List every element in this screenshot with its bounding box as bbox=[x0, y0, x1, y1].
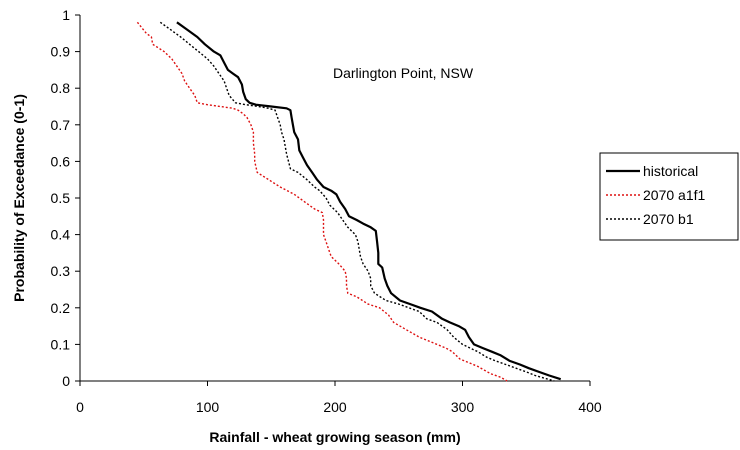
y-tick-label: 0.4 bbox=[51, 227, 71, 243]
y-tick-label: 0.1 bbox=[51, 336, 71, 352]
y-tick-label: 0.2 bbox=[51, 300, 71, 316]
series-line-3 bbox=[159, 21, 555, 382]
y-tick-label: 0.5 bbox=[51, 190, 71, 206]
series-line-2 bbox=[136, 21, 508, 382]
y-tick-label: 0.3 bbox=[51, 263, 71, 279]
x-tick-label: 0 bbox=[76, 399, 84, 415]
x-tick-label: 400 bbox=[578, 399, 602, 415]
legend-box bbox=[599, 152, 739, 241]
y-axis-title: Probability of Exceedance (0-1) bbox=[11, 94, 27, 302]
chart-annotation: Darlington Point, NSW bbox=[333, 65, 474, 81]
legend-label-3: 2070 b1 bbox=[643, 211, 694, 227]
y-tick-label: 0.9 bbox=[51, 44, 71, 60]
x-tick-label: 100 bbox=[196, 399, 220, 415]
y-tick-label: 0.8 bbox=[51, 80, 71, 96]
x-tick-label: 200 bbox=[323, 399, 347, 415]
legend: historical 2070 a1f1 2070 b1 bbox=[599, 152, 739, 241]
series-layer bbox=[136, 21, 562, 382]
y-tick-label: 0 bbox=[62, 373, 70, 389]
x-tick-label: 300 bbox=[451, 399, 475, 415]
axes: 0 0.1 0.2 0.3 0.4 0.5 0.6 0.7 0.8 0.9 1 0 100 200 300 4… bbox=[51, 7, 602, 415]
legend-label-1: historical bbox=[643, 163, 698, 179]
y-tick-label: 1 bbox=[62, 7, 70, 23]
legend-label-2: 2070 a1f1 bbox=[643, 187, 705, 203]
y-tick-label: 0.7 bbox=[51, 117, 71, 133]
series-line-1 bbox=[176, 21, 562, 381]
y-tick-label: 0.6 bbox=[51, 153, 71, 169]
x-axis-title: Rainfall - wheat growing season (mm) bbox=[209, 429, 460, 445]
